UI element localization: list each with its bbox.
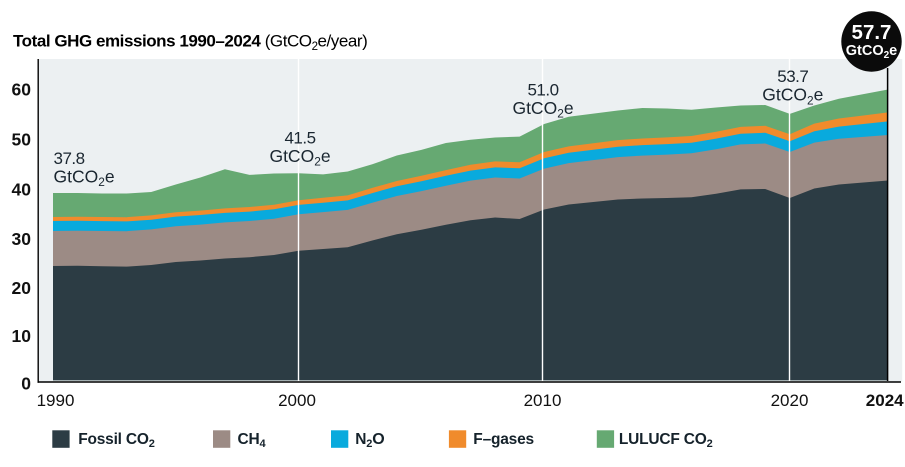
- svg-text:37.8: 37.8: [54, 149, 85, 168]
- svg-text:57.7: 57.7: [852, 21, 892, 44]
- svg-text:10: 10: [12, 326, 32, 346]
- svg-text:CH4: CH4: [238, 431, 267, 450]
- svg-text:N2O: N2O: [355, 431, 384, 450]
- svg-text:20: 20: [12, 278, 32, 298]
- svg-text:0: 0: [21, 373, 31, 393]
- svg-text:53.7: 53.7: [777, 67, 808, 86]
- svg-text:2000: 2000: [278, 391, 316, 410]
- svg-text:40: 40: [12, 179, 32, 199]
- svg-text:60: 60: [12, 80, 32, 100]
- svg-text:2010: 2010: [524, 391, 562, 410]
- svg-text:Total GHG emissions 1990–2024: Total GHG emissions 1990–2024 (GtCO2e/ye…: [13, 32, 367, 54]
- svg-text:GtCO2e: GtCO2e: [846, 43, 898, 61]
- svg-text:GtCO2e: GtCO2e: [54, 166, 115, 189]
- svg-text:50: 50: [12, 130, 32, 150]
- svg-text:2020: 2020: [771, 391, 809, 410]
- svg-text:1990: 1990: [37, 391, 75, 410]
- svg-text:GtCO2e: GtCO2e: [762, 85, 823, 108]
- svg-text:30: 30: [12, 229, 32, 249]
- svg-text:2024: 2024: [866, 391, 904, 410]
- svg-text:51.0: 51.0: [527, 81, 558, 100]
- svg-text:Fossil CO2: Fossil CO2: [78, 431, 155, 450]
- svg-text:GtCO2e: GtCO2e: [512, 98, 573, 121]
- svg-text:LULUCF CO2: LULUCF CO2: [619, 431, 713, 450]
- svg-text:F–gases: F–gases: [473, 431, 534, 448]
- svg-text:41.5: 41.5: [284, 129, 315, 148]
- svg-text:GtCO2e: GtCO2e: [269, 146, 330, 169]
